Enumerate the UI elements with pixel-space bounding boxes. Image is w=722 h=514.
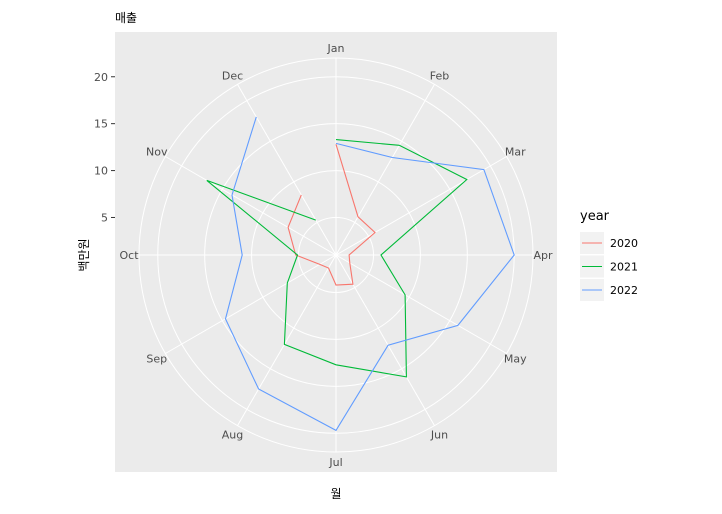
legend-label: 2022 xyxy=(610,284,638,297)
series-line xyxy=(287,144,376,286)
grid-spoke xyxy=(335,84,435,256)
grid-circle xyxy=(204,123,468,387)
x-tick-label: Oct xyxy=(119,249,139,262)
legend-title: year xyxy=(580,209,610,224)
x-tick-label: Jun xyxy=(430,428,448,441)
series-line xyxy=(206,139,468,378)
grid-spoke xyxy=(165,156,337,256)
grid-circle xyxy=(251,170,421,340)
y-axis-title: 백만원 xyxy=(77,238,91,271)
grid-spoke xyxy=(237,84,337,256)
grid-spoke xyxy=(237,254,337,426)
legend-label: 2020 xyxy=(610,237,638,250)
x-tick-label: Aug xyxy=(222,428,243,441)
y-tick-label: 5 xyxy=(101,211,108,224)
x-axis-title: 월 xyxy=(330,487,341,501)
x-tick-label: Apr xyxy=(533,249,553,262)
y-tick-label: 15 xyxy=(94,118,108,131)
x-tick-label: Dec xyxy=(222,70,243,83)
y-tick-label: 20 xyxy=(94,71,108,84)
x-tick-label: Sep xyxy=(146,353,167,366)
x-tick-label: Feb xyxy=(430,70,449,83)
x-tick-label: Mar xyxy=(505,146,526,159)
x-tick-label: May xyxy=(504,353,527,366)
grid-spoke xyxy=(335,156,507,256)
grid-spoke xyxy=(335,254,507,354)
series-line xyxy=(224,116,515,432)
grid-circle xyxy=(297,216,375,294)
y-tick-label: 10 xyxy=(94,165,108,178)
grid-spoke xyxy=(165,254,337,354)
x-tick-label: Jan xyxy=(327,42,345,55)
x-tick-label: Nov xyxy=(146,146,168,159)
legend-label: 2021 xyxy=(610,261,638,274)
chart-title: 매출 xyxy=(115,11,137,25)
x-tick-label: Jul xyxy=(328,456,342,469)
